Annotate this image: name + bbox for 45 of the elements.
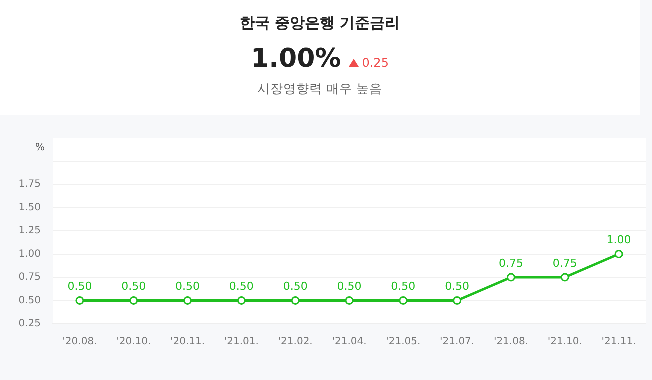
x-tick-label: '21.08. (494, 336, 529, 348)
data-label: 0.50 (229, 280, 254, 294)
y-tick-label: 1.75 (18, 179, 41, 190)
text: 1.00% (251, 44, 342, 74)
point (345, 296, 354, 305)
point (506, 273, 516, 282)
point (453, 296, 462, 305)
x-tick-label: '21.01. (224, 336, 259, 348)
data-label: 0.50 (445, 280, 470, 294)
text: 시장영향력 매우 높음 (256, 81, 384, 98)
x-tick-label: '20.10. (116, 336, 152, 348)
point (184, 296, 192, 305)
y-tick-label: 0.75 (18, 272, 41, 284)
chart-title: 한국 중앙은행 기준금리 (238, 14, 402, 33)
data-label: 0.75 (552, 256, 578, 270)
x-tick-label: '21.07. (440, 336, 475, 348)
y-tick-label: 1.00 (18, 248, 41, 260)
x-tick-label: '20.08. (62, 336, 98, 348)
y-axis-title: % (35, 142, 45, 154)
y-tick-label: 1.25 (18, 226, 41, 237)
point (614, 250, 624, 258)
data-label: 0.50 (68, 280, 92, 294)
data-label: 1.00 (606, 234, 632, 247)
data-label: 0.50 (337, 280, 362, 294)
point (560, 273, 570, 282)
data-label: 0.75 (498, 256, 524, 270)
x-tick-label: '20.11. (170, 336, 206, 348)
point (237, 296, 246, 305)
y-tick-label: 1.50 (18, 202, 41, 214)
x-tick-label: '21.11. (602, 336, 636, 348)
x-tick-label: '21.10. (548, 336, 582, 348)
x-tick-label: '21.05. (386, 336, 421, 348)
point (76, 296, 84, 305)
data-label: 0.50 (391, 280, 416, 294)
data-label: 0.50 (283, 280, 308, 294)
data-label: 0.50 (122, 280, 146, 294)
data-label: 0.50 (176, 280, 200, 294)
x-tick-label: '21.02. (278, 336, 313, 348)
x-tick-label: '21.04. (332, 336, 367, 348)
y-tick-label: 0.25 (18, 318, 41, 330)
point (291, 296, 300, 305)
text: 0.25 (362, 56, 389, 70)
point (130, 296, 138, 305)
point (399, 296, 408, 305)
y-tick-label: 0.50 (18, 295, 41, 306)
